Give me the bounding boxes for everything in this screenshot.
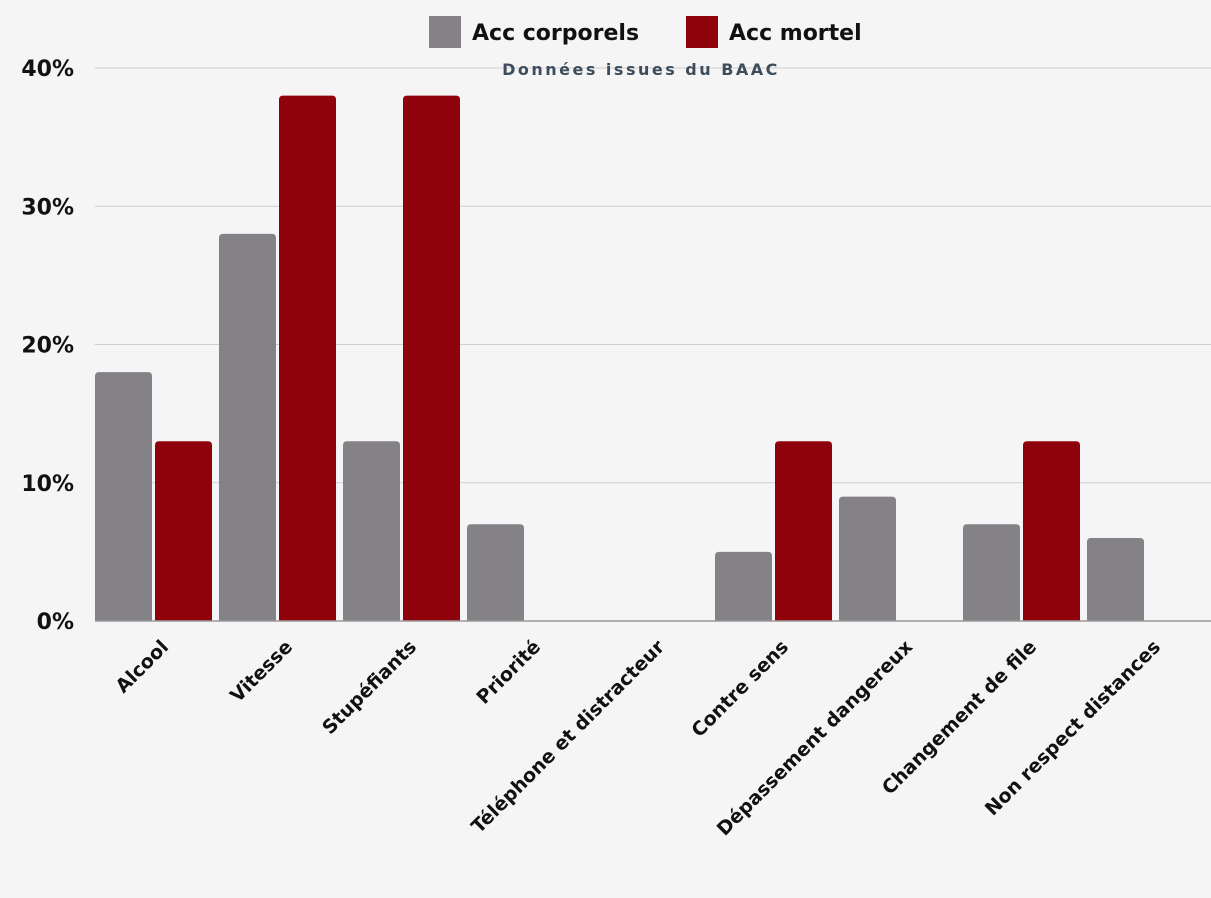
bar-acc-corporels-depassement-dangereux [839, 496, 896, 621]
x-tick-label-telephone-et-distracteur: Téléphone et distracteur [467, 636, 669, 838]
x-tick-label-alcool: Alcool [111, 636, 173, 698]
y-tick-label: 0% [37, 610, 74, 635]
bar-acc-mortel-changement-de-file [1023, 441, 1080, 621]
bar-acc-mortel-contre-sens [775, 441, 832, 621]
bar-acc-mortel-alcool [155, 441, 212, 621]
y-tick-label: 20% [21, 334, 74, 359]
legend-swatch-acc-mortel [686, 16, 718, 48]
bar-acc-corporels-priorite [467, 524, 524, 621]
legend: Acc corporels Acc mortel [429, 16, 862, 48]
bar-acc-mortel-vitesse [279, 95, 336, 621]
bar-acc-corporels-stupefiants [343, 441, 400, 621]
x-tick-label-contre-sens: Contre sens [687, 636, 793, 742]
bars [95, 95, 1144, 621]
y-tick-label: 40% [21, 57, 74, 82]
bar-acc-corporels-changement-de-file [963, 524, 1020, 621]
axes: Alcool Vitesse Stupéfiants PrioritéTéléphon… [95, 620, 1211, 840]
x-tick-label-vitesse: Vitesse [226, 636, 297, 707]
chart-subtitle: Données issues du BAAC [502, 60, 780, 79]
x-tick-label-stupefiants: Stupéfiants [318, 636, 421, 739]
y-tick-label: 10% [21, 472, 74, 497]
legend-swatch-acc-corporels [429, 16, 461, 48]
y-tick-label: 30% [21, 195, 74, 220]
bar-acc-mortel-stupefiants [403, 95, 460, 621]
bar-acc-corporels-non-respect-distances [1087, 538, 1144, 621]
legend-label-acc-mortel: Acc mortel [729, 21, 862, 46]
bar-acc-corporels-vitesse [219, 233, 276, 621]
bar-acc-corporels-alcool [95, 372, 152, 621]
bar-acc-corporels-contre-sens [715, 551, 772, 621]
x-tick-label-depassement-dangereux: Dépassement dangereux [713, 636, 917, 840]
x-tick-label-priorite: Priorité [472, 636, 545, 709]
legend-label-acc-corporels: Acc corporels [472, 21, 639, 46]
